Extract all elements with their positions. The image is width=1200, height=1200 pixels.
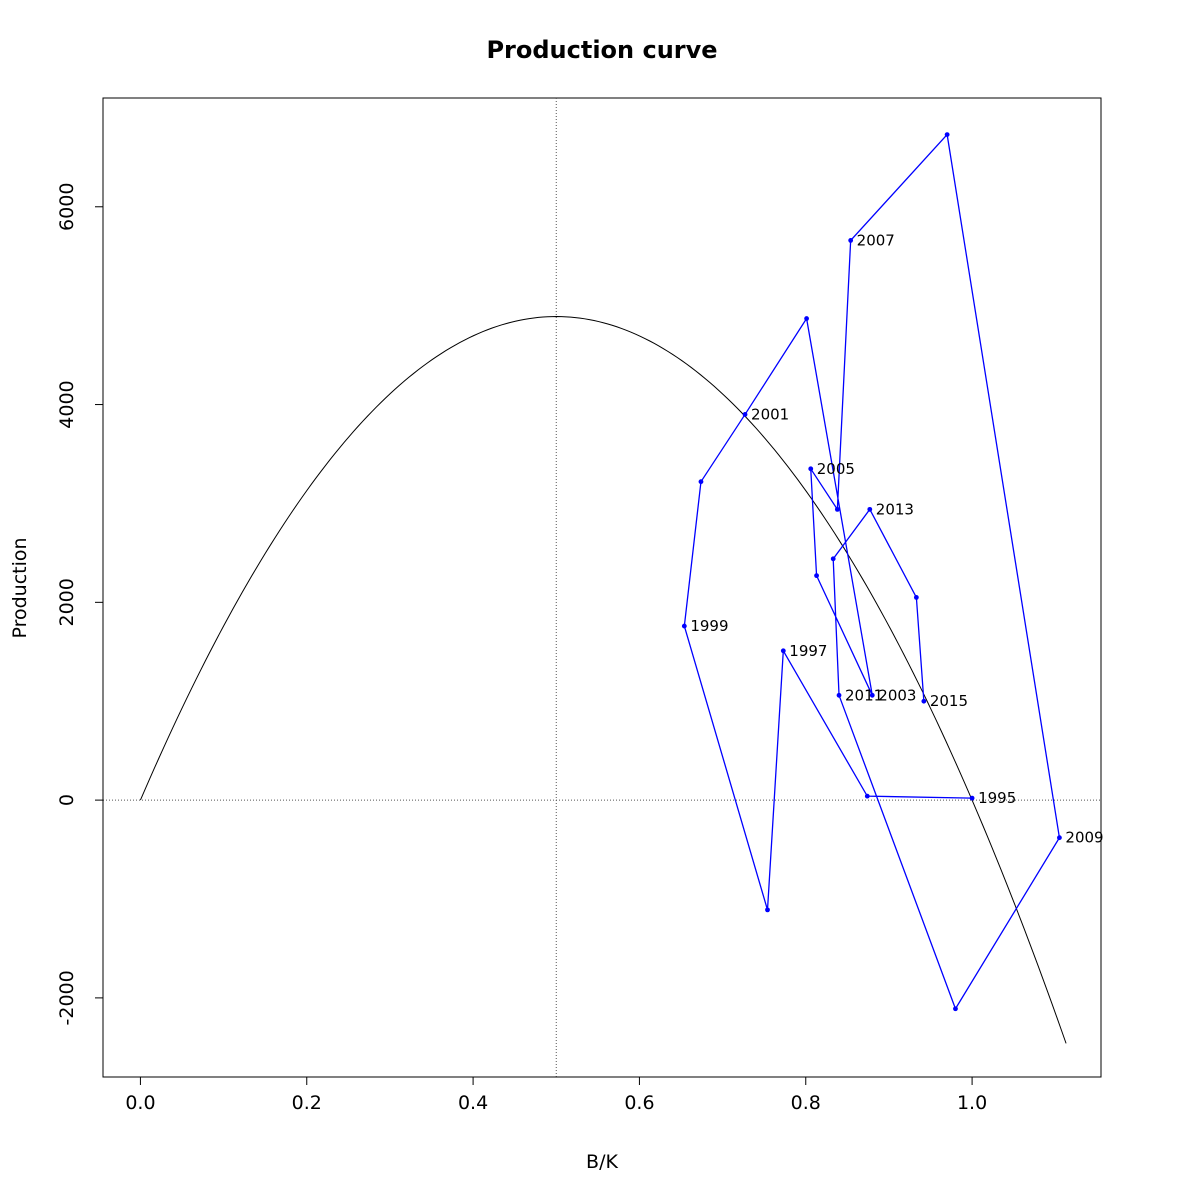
point-label: 1997 bbox=[789, 642, 827, 660]
data-point bbox=[867, 506, 873, 512]
data-point bbox=[804, 316, 809, 321]
data-point bbox=[834, 506, 840, 512]
model-curve-line bbox=[139, 316, 1067, 1044]
point-label: 2001 bbox=[751, 405, 789, 423]
data-point bbox=[742, 412, 748, 417]
data-point bbox=[698, 479, 704, 485]
y-axis-label: Production bbox=[9, 537, 31, 638]
point-label: 2015 bbox=[930, 692, 968, 710]
data-point bbox=[944, 132, 950, 137]
y-axis: -2000 0 2000 4000 6000 bbox=[56, 183, 104, 1025]
x-tick-label: 1.0 bbox=[957, 1092, 987, 1114]
point-label: 2003 bbox=[878, 686, 916, 704]
x-tick-label: 0.8 bbox=[791, 1092, 821, 1114]
production-model-curve bbox=[139, 316, 1067, 1044]
point-label: 2005 bbox=[817, 460, 855, 478]
data-point bbox=[780, 648, 786, 654]
y-tick-label: 6000 bbox=[56, 183, 78, 231]
data-point bbox=[921, 698, 927, 704]
point-label: 2007 bbox=[857, 231, 895, 249]
point-label: 2009 bbox=[1065, 829, 1103, 847]
x-tick-label: 0.0 bbox=[125, 1092, 155, 1114]
data-point bbox=[808, 466, 814, 472]
data-point bbox=[681, 623, 687, 629]
x-tick-label: 0.6 bbox=[624, 1092, 654, 1114]
chart-title: Production curve bbox=[486, 36, 717, 64]
data-point bbox=[830, 556, 836, 562]
data-point bbox=[869, 692, 875, 698]
data-point bbox=[765, 907, 770, 913]
series-line bbox=[683, 133, 1061, 1011]
plot-frame bbox=[102, 97, 1102, 1078]
point-label: 2011 bbox=[845, 686, 883, 704]
y-tick-label: -2000 bbox=[56, 970, 78, 1025]
data-point bbox=[953, 1006, 958, 1012]
y-tick-label: 0 bbox=[56, 794, 78, 806]
point-label: 1995 bbox=[978, 789, 1016, 807]
x-tick-label: 0.2 bbox=[292, 1092, 322, 1114]
x-tick-label: 0.4 bbox=[458, 1092, 488, 1114]
x-axis: 0.0 0.2 0.4 0.6 0.8 1.0 bbox=[125, 1076, 987, 1114]
data-point bbox=[814, 573, 819, 579]
point-label: 2013 bbox=[876, 500, 914, 518]
data-point bbox=[1057, 835, 1062, 841]
data-point bbox=[836, 692, 842, 698]
data-point bbox=[969, 795, 975, 801]
y-tick-label: 2000 bbox=[56, 578, 78, 626]
y-tick-label: 4000 bbox=[56, 380, 78, 428]
x-axis-label: B/K bbox=[586, 1151, 618, 1173]
point-label: 1999 bbox=[690, 617, 728, 635]
reference-lines bbox=[103, 98, 1101, 1077]
data-point bbox=[848, 238, 854, 243]
data-point bbox=[864, 793, 870, 799]
data-series: 1995 1997 1999 2001 2003 2005 2007 2009 2011 2013… bbox=[681, 132, 1104, 1012]
data-point bbox=[913, 594, 919, 600]
